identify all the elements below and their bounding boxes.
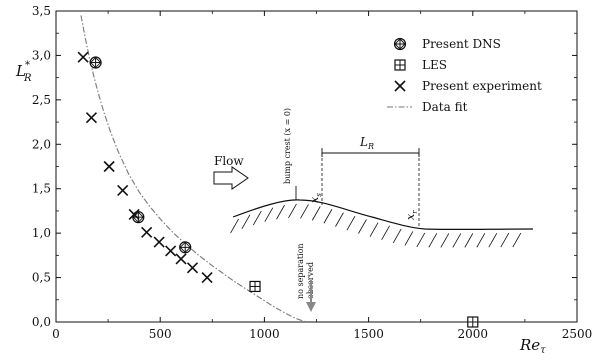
x-stroke bbox=[153, 236, 165, 248]
legend-marker-x bbox=[394, 80, 406, 92]
hatch-stroke bbox=[276, 204, 285, 220]
data-fit-line bbox=[80, 15, 307, 323]
x-stroke bbox=[201, 272, 213, 284]
data-markers bbox=[77, 51, 479, 328]
hatch-stroke bbox=[311, 206, 321, 221]
y-tick-label: 0,5 bbox=[32, 271, 51, 285]
data-point-x bbox=[165, 245, 177, 257]
x-stroke bbox=[165, 245, 177, 257]
x-tick-label: 0 bbox=[52, 327, 60, 341]
data-point-x bbox=[153, 236, 165, 248]
y-tick-label: 1,5 bbox=[32, 182, 51, 196]
separation-point-label: xs bbox=[308, 193, 323, 203]
legend-label: Present DNS bbox=[422, 37, 501, 51]
legend-label: Data fit bbox=[422, 100, 468, 114]
y-axis-ticks: 0,0 0,5 1,0 1,5 2,0 2,5 3,0 3,5 bbox=[32, 4, 577, 329]
wall-hatching bbox=[230, 203, 522, 248]
hatch-stroke bbox=[500, 232, 510, 248]
bump-schematic: Flow bump crest (x = 0) LR xs xr no sepa… bbox=[213, 108, 534, 312]
x-axis-label: Reτ bbox=[519, 336, 546, 356]
hatch-stroke bbox=[392, 228, 402, 244]
hatch-stroke bbox=[452, 233, 462, 248]
hatch-stroke bbox=[416, 232, 426, 248]
hatch-stroke bbox=[476, 233, 486, 248]
data-point-x bbox=[77, 51, 89, 63]
data-point-x bbox=[128, 208, 140, 221]
hatch-stroke bbox=[300, 204, 309, 219]
hatch-stroke bbox=[241, 214, 251, 230]
hatch-stroke bbox=[230, 218, 239, 234]
hatch-stroke bbox=[288, 203, 297, 219]
y-tick-label: 3,0 bbox=[32, 48, 51, 62]
x-stroke bbox=[394, 80, 406, 92]
hatch-stroke bbox=[440, 233, 450, 248]
separation-length-label: LR bbox=[359, 135, 374, 151]
hatch-stroke bbox=[335, 212, 344, 227]
data-point-x bbox=[85, 112, 97, 124]
x-stroke bbox=[117, 184, 129, 197]
data-point-x bbox=[141, 226, 153, 238]
hatch-stroke bbox=[381, 225, 390, 241]
hatch-stroke bbox=[346, 215, 356, 231]
x-stroke bbox=[141, 226, 153, 238]
x-axis-ticks: 0 500 1000 1500 2000 2500 bbox=[52, 11, 592, 341]
y-tick-label: 2,0 bbox=[32, 137, 51, 151]
x-stroke bbox=[85, 112, 97, 124]
y-tick-label: 0,0 bbox=[32, 315, 51, 329]
y-tick-label: 1,0 bbox=[32, 226, 51, 240]
legend: Present DNS LES Present experiment Data fit bbox=[387, 37, 542, 114]
y-tick-label: 2,5 bbox=[32, 93, 51, 107]
data-point-x bbox=[186, 262, 199, 274]
x-stroke bbox=[103, 160, 115, 173]
hatch-stroke bbox=[404, 231, 414, 246]
x-tick-label: 2500 bbox=[562, 327, 593, 341]
y-tick-label: 3,5 bbox=[32, 4, 51, 18]
data-point-square-plus bbox=[249, 280, 261, 293]
plot-frame bbox=[55, 10, 578, 323]
hatch-stroke bbox=[264, 207, 274, 222]
flow-arrow-icon bbox=[213, 166, 249, 190]
y-axis-label: L* R bbox=[15, 60, 32, 84]
hatch-stroke bbox=[488, 232, 498, 248]
hatch-stroke bbox=[428, 233, 438, 248]
reattachment-point-label: xr bbox=[404, 210, 419, 220]
data-point-circle-plus bbox=[89, 56, 102, 69]
data-point-square-plus bbox=[467, 316, 479, 328]
data-point-x bbox=[175, 253, 187, 265]
x-stroke bbox=[128, 208, 140, 221]
hatch-stroke bbox=[512, 232, 522, 248]
x-stroke bbox=[186, 262, 199, 274]
bump-crest-label: bump crest (x = 0) bbox=[283, 108, 292, 184]
hatch-stroke bbox=[369, 222, 379, 237]
data-point-x bbox=[201, 272, 213, 284]
x-stroke bbox=[77, 51, 89, 63]
legend-marker-square-plus bbox=[394, 59, 406, 71]
x-tick-label: 1500 bbox=[353, 327, 384, 341]
down-arrow-icon bbox=[306, 302, 316, 312]
x-tick-label: 1000 bbox=[249, 327, 280, 341]
data-point-x bbox=[103, 160, 115, 173]
data-point-x bbox=[117, 184, 129, 197]
data-point-circle-plus bbox=[179, 241, 192, 254]
x-stroke bbox=[175, 253, 187, 265]
x-tick-label: 500 bbox=[149, 327, 172, 341]
flow-label: Flow bbox=[214, 154, 244, 168]
x-tick-label: 2000 bbox=[458, 327, 489, 341]
no-separation-note-line1: no separation bbox=[296, 243, 305, 299]
legend-label: LES bbox=[422, 58, 447, 72]
bump-wall-curve bbox=[232, 199, 534, 231]
hatch-stroke bbox=[358, 219, 367, 234]
legend-marker-circle-plus bbox=[393, 37, 407, 51]
legend-label: Present experiment bbox=[422, 79, 542, 93]
hatch-stroke bbox=[252, 210, 262, 226]
hatch-stroke bbox=[464, 233, 474, 248]
hatch-stroke bbox=[323, 209, 333, 224]
